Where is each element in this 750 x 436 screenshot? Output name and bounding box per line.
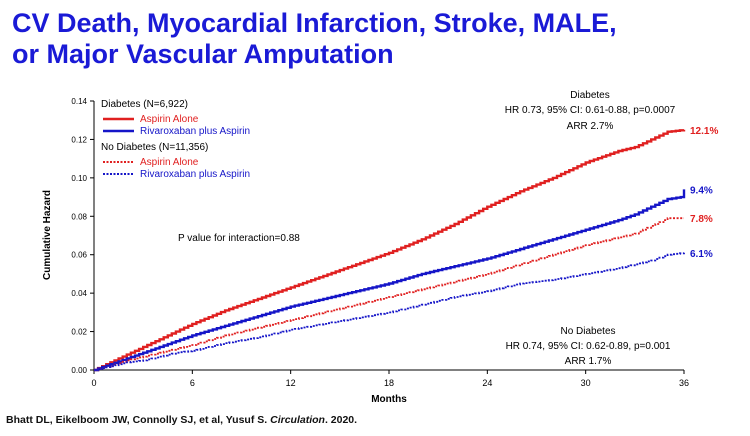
series-line-4 xyxy=(94,252,685,371)
end-label-2: 9.4% xyxy=(690,185,713,196)
annotation-diabetes: Diabetes HR 0.73, 95% CI: 0.61-0.88, p=0… xyxy=(505,90,676,132)
annotation-nodiabetes: No Diabetes HR 0.74, 95% CI: 0.62-0.89, … xyxy=(506,326,671,367)
end-label-1: 12.1% xyxy=(690,126,718,137)
y-ticks: 0.00 0.02 0.04 0.06 0.08 0.10 0.12 0.14 xyxy=(71,97,94,375)
annotation-diabetes-hr: HR 0.73, 95% CI: 0.61-0.88, p=0.0007 xyxy=(505,105,676,116)
y-tick-label: 0.00 xyxy=(71,366,87,375)
legend-label-diabetes-aspirin: Aspirin Alone xyxy=(140,114,199,125)
end-label-3: 7.8% xyxy=(690,214,713,225)
x-tick-label: 36 xyxy=(679,378,689,388)
slide-title: CV Death, Myocardial Infarction, Stroke,… xyxy=(12,8,742,70)
legend-group-nodiabetes: No Diabetes (N=11,356) xyxy=(101,142,208,153)
series-line-1 xyxy=(94,129,686,372)
legend-label-diabetes-riva: Rivaroxaban plus Aspirin xyxy=(140,126,250,137)
title-line-2: or Major Vascular Amputation xyxy=(12,39,394,69)
annotation-diabetes-arr: ARR 2.7% xyxy=(567,121,614,132)
annotation-nodiabetes-title: No Diabetes xyxy=(560,326,615,337)
annotation-nodiabetes-arr: ARR 1.7% xyxy=(565,356,612,367)
y-axis-title: Cumulative Hazard xyxy=(42,190,53,280)
citation-authors: Bhatt DL, Eikelboom JW, Connolly SJ, et … xyxy=(6,414,268,426)
legend-group-diabetes: Diabetes (N=6,922) xyxy=(101,99,188,110)
y-tick-label: 0.14 xyxy=(71,97,87,106)
annotation-diabetes-title: Diabetes xyxy=(570,90,609,101)
legend-label-nodiabetes-aspirin: Aspirin Alone xyxy=(140,157,199,168)
end-label-4: 6.1% xyxy=(690,249,713,260)
annotation-nodiabetes-hr: HR 0.74, 95% CI: 0.62-0.89, p=0.001 xyxy=(506,341,671,352)
y-tick-label: 0.04 xyxy=(71,289,87,298)
x-tick-label: 18 xyxy=(384,378,394,388)
x-ticks: 0 6 12 18 24 30 36 xyxy=(91,370,689,388)
title-line-1: CV Death, Myocardial Infarction, Stroke,… xyxy=(12,8,617,38)
y-tick-label: 0.02 xyxy=(71,328,87,337)
citation-journal: Circulation xyxy=(270,414,325,426)
x-tick-label: 30 xyxy=(581,378,591,388)
y-tick-label: 0.08 xyxy=(71,212,87,221)
x-tick-label: 12 xyxy=(286,378,296,388)
x-tick-label: 0 xyxy=(91,378,96,388)
legend: Diabetes (N=6,922) Aspirin Alone Rivarox… xyxy=(101,99,250,180)
legend-label-nodiabetes-riva: Rivaroxaban plus Aspirin xyxy=(140,169,250,180)
x-tick-label: 24 xyxy=(482,378,492,388)
annotation-interaction: P value for interaction=0.88 xyxy=(178,233,300,244)
end-labels: 12.1% 9.4% 7.8% 6.1% xyxy=(690,126,718,260)
x-tick-label: 6 xyxy=(190,378,195,388)
x-axis-title: Months xyxy=(371,394,407,405)
series-line-3 xyxy=(94,217,684,371)
series-line-2 xyxy=(94,189,686,372)
y-tick-label: 0.12 xyxy=(71,135,87,144)
y-tick-label: 0.10 xyxy=(71,174,87,183)
citation: Bhatt DL, Eikelboom JW, Connolly SJ, et … xyxy=(6,414,357,426)
y-tick-label: 0.06 xyxy=(71,251,87,260)
citation-year: . 2020. xyxy=(324,414,358,426)
series-lines xyxy=(94,129,686,372)
